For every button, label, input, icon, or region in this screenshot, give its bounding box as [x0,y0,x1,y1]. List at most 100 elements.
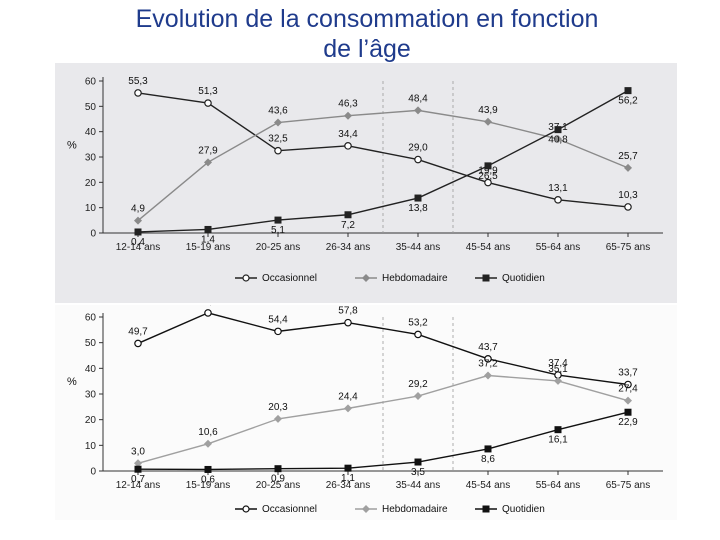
top-y-tick-label: 10 [85,203,97,214]
bottom-data-label-quotidien: 1,1 [341,473,355,484]
bottom-data-label-quotidien: 22,9 [618,417,638,428]
top-point-quotidien [414,194,422,202]
bottom-y-axis-label: % [67,376,77,388]
bottom-point-quotidien [624,408,632,416]
bottom-data-label-quotidien: 0,7 [131,474,145,485]
top-point-quotidien [134,228,142,236]
bottom-series-line-hebdomadaire [137,374,629,464]
bottom-data-label-quotidien: 0,6 [201,474,215,485]
top-point-occasionnel [624,203,632,211]
bottom-legend-label-occasionnel: Occasionnel [262,504,317,515]
bottom-data-label-hebdomadaire: 29,2 [408,379,428,390]
top-data-label-occasionnel: 34,4 [338,129,358,140]
top-point-occasionnel [134,89,142,97]
bottom-x-tick-label: 45-54 ans [466,480,510,491]
top-x-tick-label: 15-19 ans [186,242,230,253]
bottom-point-hebdomadaire [134,459,142,468]
top-x-tick-label: 12-14 ans [116,242,160,253]
top-x-tick-label: 35-44 ans [396,242,440,253]
chart-top-svg: 0 10 20 30 40 50 60% 12-14 ans 15-19 ans 20-25 an… [67,76,663,284]
top-data-label-quotidien: 56,2 [618,96,638,107]
top-data-label-occasionnel: 10,3 [618,190,638,201]
bottom-data-label-hebdomadaire: 24,4 [338,391,358,402]
bottom-data-label-hebdomadaire: 35,1 [548,364,568,375]
bottom-point-occasionnel [624,380,632,389]
top-legend-label-hebdomadaire: Hebdomadaire [382,273,448,284]
bottom-point-occasionnel [344,318,352,327]
top-data-label-occasionnel: 13,1 [548,183,568,194]
bottom-point-hebdomadaire [204,439,212,448]
bottom-point-quotidien [134,465,142,473]
top-point-occasionnel [204,99,212,107]
bottom-point-occasionnel [484,355,492,363]
top-y-tick-label: 50 [85,102,97,113]
bottom-data-label-occasionnel: 37,4 [548,358,568,369]
top-x-tick-label: 45-54 ans [466,242,510,253]
top-data-label-occasionnel: 19,9 [478,166,498,177]
bottom-point-occasionnel [134,339,142,348]
top-data-label-quotidien: 1,4 [201,234,215,245]
top-data-label-occasionnel: 51,3 [198,86,218,97]
top-legend-label-quotidien: Quotidien [502,273,545,284]
top-point-hebdomadaire [134,216,142,225]
top-point-hebdomadaire [554,135,562,144]
bottom-data-label-hebdomadaire: 27,4 [618,384,638,395]
bottom-data-label-hebdomadaire: 20,3 [268,402,288,413]
top-point-occasionnel [414,155,422,164]
bottom-data-label-occasionnel: 54,4 [268,314,288,325]
bottom-series-line-occasionnel [137,312,629,386]
bottom-data-label-occasionnel: 49,7 [128,326,148,337]
top-data-label-quotidien: 7,2 [341,220,355,231]
chart-bottom-svg: 0 10 20 30 40 50 60% 12-14 ans 15-19 ans 20-25 an… [67,305,663,515]
bottom-point-hebdomadaire [624,396,632,405]
bottom-point-hebdomadaire [274,414,282,423]
chart-top: 0 10 20 30 40 50 60% 12-14 ans 15-19 ans 20-25 an… [55,63,677,303]
top-y-tick-label: 40 [85,127,97,138]
bottom-legend-label-quotidien: Quotidien [502,504,545,515]
top-point-hebdomadaire [344,111,352,120]
bottom-legend-label-hebdomadaire: Hebdomadaire [382,504,448,515]
bottom-data-label-hebdomadaire: 10,6 [198,427,218,438]
bottom-data-label-occasionnel: 43,7 [478,342,498,353]
top-x-tick-label: 65-75 ans [606,242,650,253]
bottom-point-quotidien [414,458,422,466]
bottom-point-occasionnel [204,309,212,317]
top-data-label-quotidien: 5,1 [271,225,285,236]
top-data-label-quotidien: 40,8 [548,135,568,146]
top-point-hebdomadaire [204,158,212,167]
top-data-label-occasionnel: 29,0 [408,143,428,154]
top-legend-marker-occasionnel [242,274,250,282]
top-data-label-hebdomadaire: 43,9 [478,105,498,116]
bottom-x-tick-label: 12-14 ans [116,480,160,491]
bottom-data-label-occasionnel: 61,6 [198,305,218,307]
bottom-x-tick-label: 65-75 ans [606,480,650,491]
bottom-y-tick-label: 20 [85,415,97,426]
top-point-occasionnel [344,142,352,150]
top-x-tick-label: 26-34 ans [326,242,370,253]
chart-bottom: 0 10 20 30 40 50 60% 12-14 ans 15-19 ans 20-25 an… [55,305,677,520]
bottom-legend-marker-quotidien [482,505,490,513]
bottom-point-hebdomadaire [414,392,422,401]
top-series-line-quotidien [137,90,629,233]
top-point-quotidien [624,87,632,95]
bottom-data-label-hebdomadaire: 3,0 [131,446,145,457]
top-y-axis-label: % [67,139,77,151]
bottom-x-tick-label: 35-44 ans [396,480,440,491]
bottom-point-quotidien [344,464,352,472]
bottom-data-label-occasionnel: 57,8 [338,306,358,317]
bottom-data-label-occasionnel: 33,7 [618,368,638,379]
top-point-hebdomadaire [414,106,422,115]
slide-title-line-1: Evolution de la consommation en fonction [135,5,599,33]
bottom-point-quotidien [554,426,562,434]
bottom-y-tick-label: 60 [85,313,97,324]
bottom-legend-marker-hebdomadaire [362,505,370,513]
bottom-point-hebdomadaire [484,371,492,380]
bottom-y-tick-label: 0 [90,467,96,478]
top-point-occasionnel [274,146,282,155]
bottom-x-tick-label: 55-64 ans [536,480,580,491]
bottom-data-label-quotidien: 3,5 [411,467,425,478]
top-x-tick-label: 20-25 ans [256,242,300,253]
top-point-quotidien [554,126,562,134]
bottom-y-tick-label: 10 [85,441,97,452]
top-point-hebdomadaire [624,163,632,172]
